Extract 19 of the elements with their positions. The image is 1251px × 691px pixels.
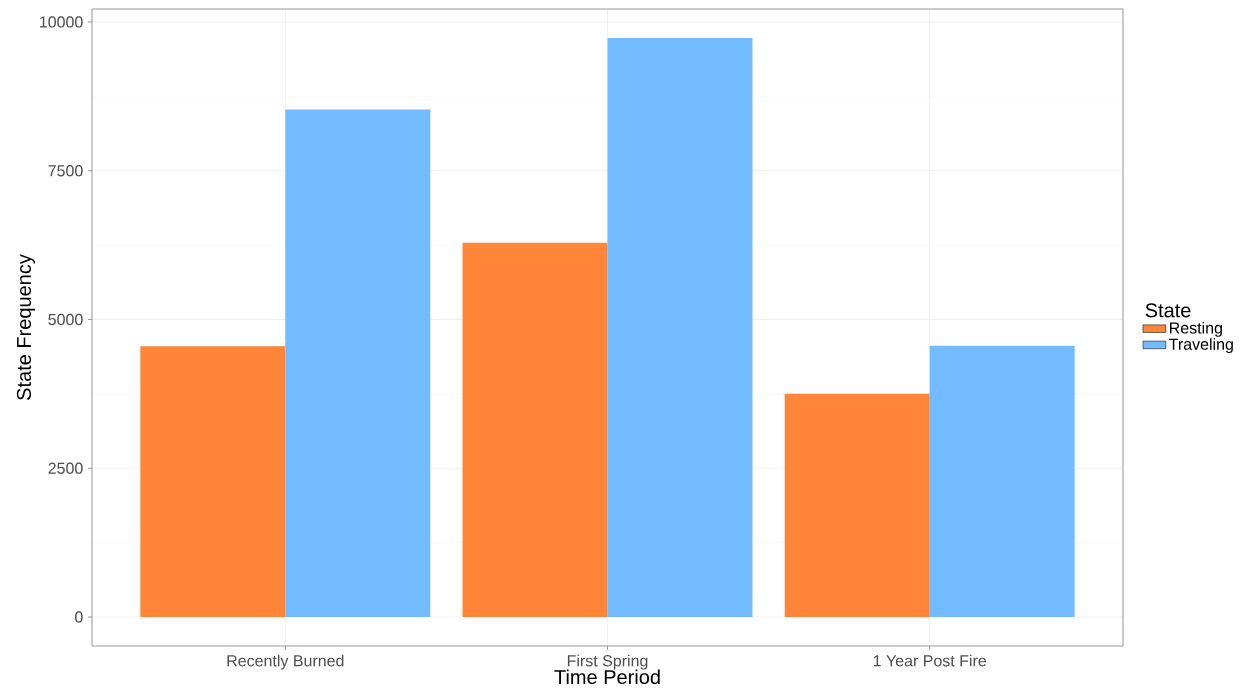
y-tick-label: 2500 xyxy=(48,462,83,474)
y-tick-label: 7500 xyxy=(48,165,83,177)
x-tick-label: First Spring xyxy=(567,654,648,670)
bar xyxy=(929,345,1075,617)
bar xyxy=(140,346,286,617)
legend-label: Resting xyxy=(1170,321,1222,337)
y-tick-label: 5000 xyxy=(48,313,83,326)
x-axis-title: Time Period xyxy=(554,669,660,685)
bar xyxy=(285,109,431,617)
y-tick-label: 10000 xyxy=(40,16,83,28)
legend-title: State xyxy=(1145,303,1191,318)
bar xyxy=(462,242,608,617)
bar xyxy=(784,393,930,617)
legend-label: Traveling xyxy=(1169,338,1233,354)
bar xyxy=(607,38,753,617)
y-axis-title: State Frequency xyxy=(16,254,35,400)
x-tick-label: 1 Year Post Fire xyxy=(873,654,987,667)
x-tick-label: Recently Burned xyxy=(227,654,344,670)
y-tick-label: 0 xyxy=(75,611,83,623)
